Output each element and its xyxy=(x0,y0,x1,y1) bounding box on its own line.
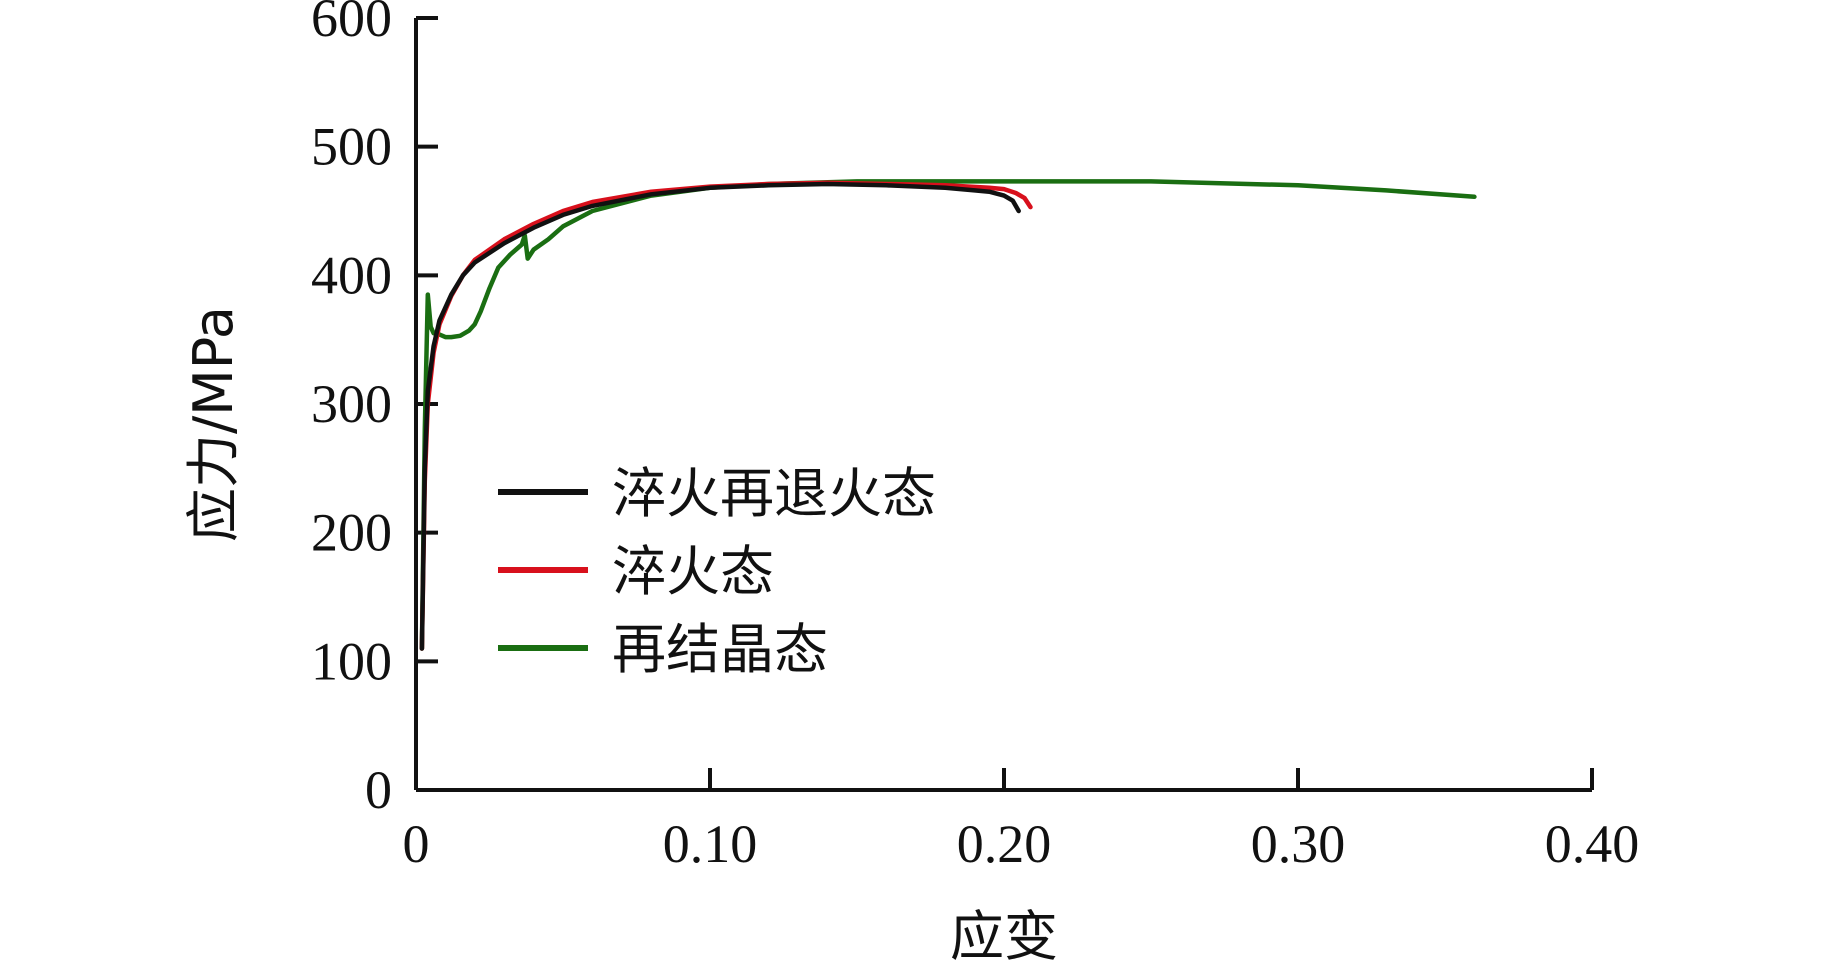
axes xyxy=(414,18,1592,792)
legend-label-3: 再结晶态 xyxy=(612,618,828,681)
y-ticks: 0 100 200 300 400 500 600 xyxy=(311,0,438,820)
x-tick-label: 0.40 xyxy=(1545,814,1640,874)
y-tick-label: 300 xyxy=(311,374,392,434)
x-tick-label: 0.30 xyxy=(1251,814,1346,874)
y-axis-title: 应力/MPa xyxy=(182,306,245,542)
legend-label-2: 淬火态 xyxy=(612,540,774,603)
legend-label-1: 淬火再退火态 xyxy=(612,462,936,525)
x-tick-label: 0.10 xyxy=(663,814,758,874)
x-ticks: 0 0.10 0.20 0.30 0.40 xyxy=(403,768,1640,874)
x-axis-title: 应变 xyxy=(950,905,1058,965)
x-tick-label: 0.20 xyxy=(957,814,1052,874)
y-tick-label: 0 xyxy=(365,760,392,820)
series-line-1 xyxy=(419,181,1021,651)
y-tick-label: 100 xyxy=(311,631,392,691)
y-tick-label: 500 xyxy=(311,117,392,177)
series-group xyxy=(419,179,1477,651)
series-line-3 xyxy=(419,179,1477,651)
y-tick-label: 600 xyxy=(311,0,392,48)
x-tick-label: 0 xyxy=(403,814,430,874)
y-tick-label: 200 xyxy=(311,503,392,563)
y-tick-label: 400 xyxy=(311,245,392,305)
